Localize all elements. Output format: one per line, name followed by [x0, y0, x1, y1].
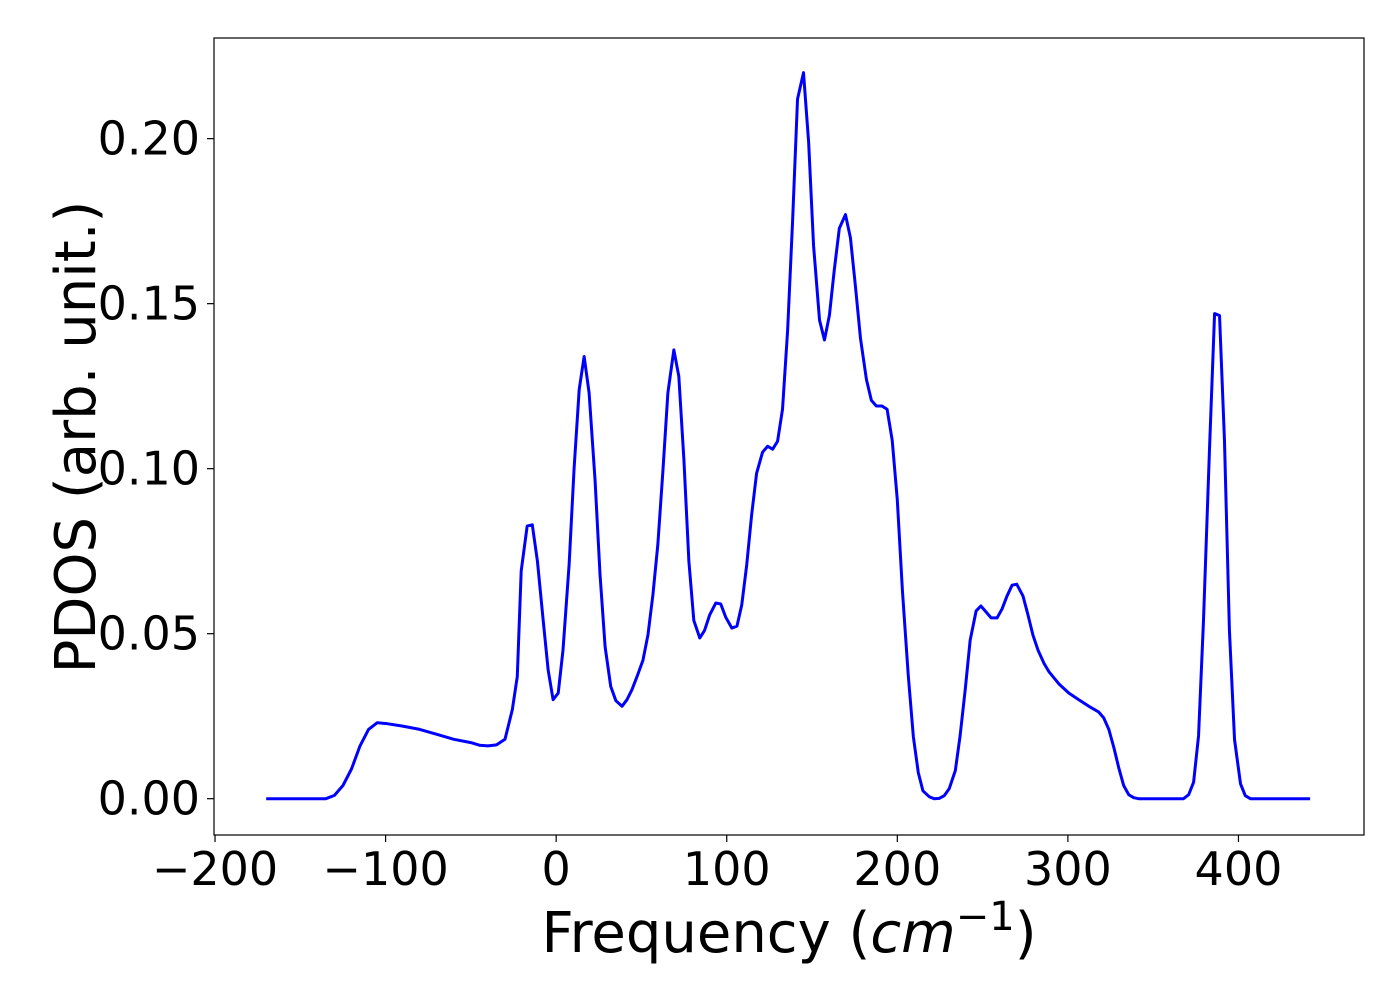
x-label-text: Frequency ( [541, 901, 870, 966]
y-tick-label: 0.10 [98, 442, 200, 496]
data-line [266, 71, 1311, 801]
plot-frame [213, 37, 1365, 836]
y-tick-label: 0.20 [98, 112, 200, 166]
x-label-close: ) [1015, 901, 1037, 966]
x-tick-label: 0 [542, 842, 571, 896]
x-label-exponent: −1 [956, 894, 1015, 940]
y-tick-label: 0.05 [98, 607, 200, 661]
y-tick-label: 0.00 [98, 772, 200, 826]
x-tick-label: 300 [1024, 842, 1112, 896]
x-axis-label: Frequency (cm−1) [541, 894, 1036, 966]
x-label-unit: cm [870, 901, 955, 966]
x-tick-label: 100 [683, 842, 771, 896]
x-tick-label: −200 [152, 842, 278, 896]
y-axis-label: PDOS (arb. unit.) [44, 201, 109, 674]
x-tick-label: 200 [853, 842, 941, 896]
y-tick-label: 0.15 [98, 277, 200, 331]
x-tick-label: −100 [322, 842, 448, 896]
x-tick-label: 400 [1195, 842, 1283, 896]
